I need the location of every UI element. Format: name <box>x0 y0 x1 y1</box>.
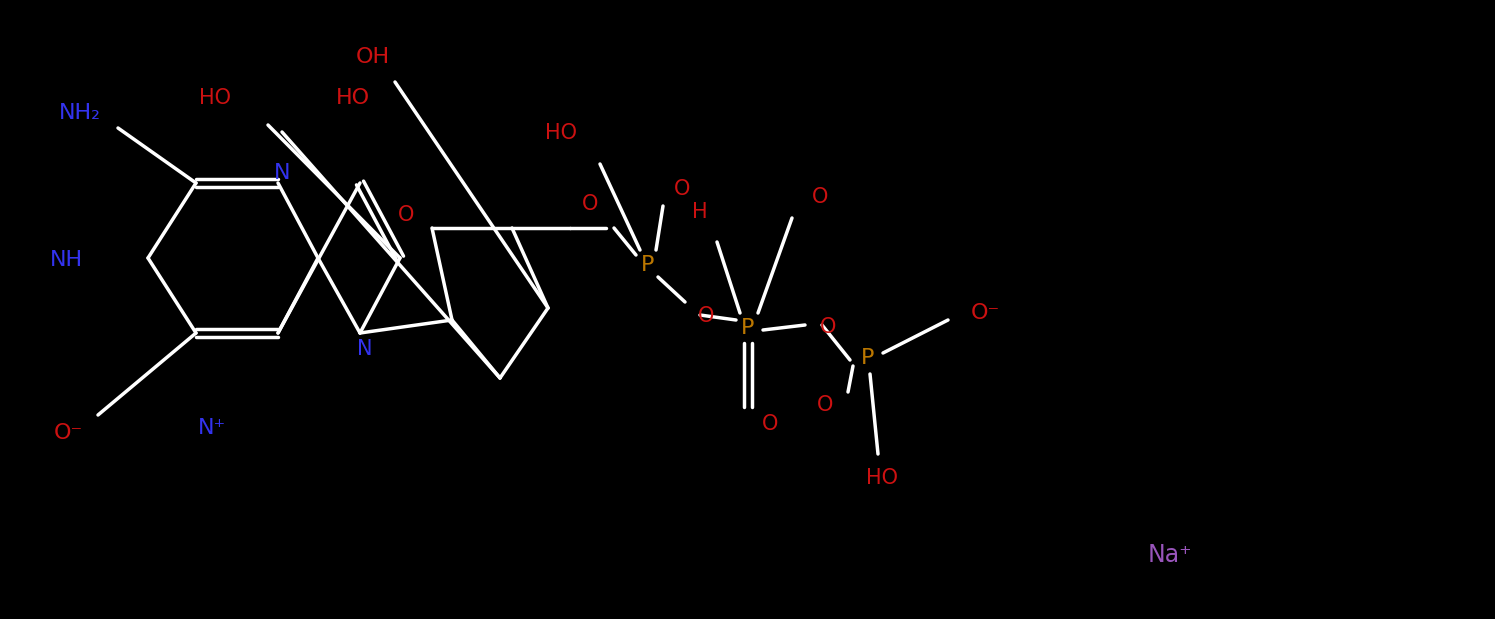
Text: P: P <box>742 318 755 338</box>
Text: HO: HO <box>866 468 898 488</box>
Text: O: O <box>582 194 598 214</box>
Text: P: P <box>861 348 875 368</box>
Text: N: N <box>274 163 290 183</box>
Text: O: O <box>762 414 779 434</box>
Text: O: O <box>398 205 414 225</box>
Text: O⁻: O⁻ <box>970 303 1000 323</box>
Text: NH₂: NH₂ <box>58 103 102 123</box>
Text: N: N <box>357 339 372 359</box>
Text: H: H <box>692 202 707 222</box>
Text: Na⁺: Na⁺ <box>1148 543 1193 567</box>
Text: O: O <box>674 179 691 199</box>
Text: O: O <box>698 306 715 326</box>
Text: O: O <box>816 395 833 415</box>
Text: HO: HO <box>336 88 371 108</box>
Text: O: O <box>819 317 836 337</box>
Text: NH: NH <box>49 250 82 270</box>
Text: N⁺: N⁺ <box>197 418 226 438</box>
Text: O: O <box>812 187 828 207</box>
Text: HO: HO <box>546 123 577 143</box>
Text: HO: HO <box>199 88 232 108</box>
Text: OH: OH <box>356 47 390 67</box>
Text: P: P <box>641 255 655 275</box>
Text: O⁻: O⁻ <box>54 423 82 443</box>
